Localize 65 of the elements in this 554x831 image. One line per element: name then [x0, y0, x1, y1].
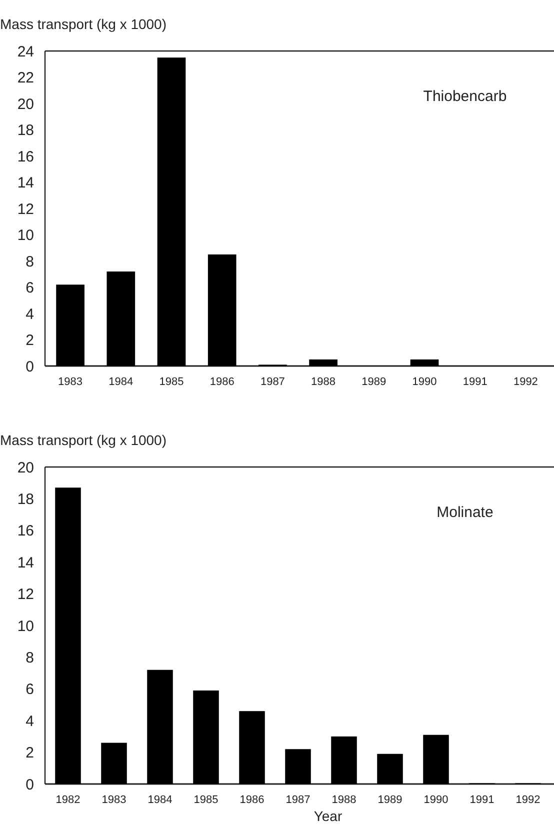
y-tick-label: 0 — [26, 358, 34, 376]
x-tick-label: 1988 — [332, 794, 356, 806]
bar — [239, 711, 265, 784]
y-tick-label: 6 — [26, 280, 34, 296]
x-tick-label: 1984 — [148, 794, 172, 806]
y-tick-label: 12 — [17, 200, 34, 218]
x-tick-label: 1983 — [58, 376, 83, 388]
x-tick-label: 1989 — [378, 794, 402, 806]
x-tick-label: 1986 — [210, 376, 234, 388]
x-tick-label: 1988 — [311, 376, 336, 388]
y-tick-label: 14 — [17, 554, 34, 572]
bar — [101, 742, 127, 784]
x-tick-label: 1992 — [513, 376, 538, 388]
y-tick-label: 6 — [26, 681, 34, 698]
x-tick-label: 1985 — [194, 794, 218, 806]
y-tick-label: 24 — [17, 43, 34, 60]
y-tick-label: 8 — [26, 253, 34, 270]
x-tick-label: 1983 — [102, 794, 126, 806]
x-tick-label: 1992 — [516, 794, 540, 806]
y-tick-label: 4 — [26, 712, 34, 730]
bar — [193, 690, 219, 784]
bar — [208, 254, 236, 366]
bar — [423, 734, 449, 784]
bar — [309, 359, 338, 366]
bar — [410, 359, 439, 366]
x-tick-label: 1990 — [412, 376, 437, 388]
bar — [55, 488, 81, 784]
x-tick-label: 1987 — [286, 794, 310, 806]
x-tick-label: 1989 — [362, 376, 386, 388]
x-tick-label: 1991 — [470, 794, 494, 806]
x-tick-label: 1985 — [159, 376, 184, 388]
y-tick-label: 20 — [17, 459, 34, 476]
y-tick-label: 10 — [17, 618, 34, 635]
x-tick-label: 1984 — [108, 376, 134, 388]
y-tick-label: 0 — [26, 776, 34, 794]
bar — [285, 749, 311, 784]
y-tick-label: 2 — [26, 744, 34, 762]
y-tick-label: 14 — [17, 174, 34, 192]
y-tick-label: 18 — [17, 490, 34, 508]
bar — [106, 272, 136, 366]
y-axis-title: Mass transport (kg x 1000) — [0, 16, 167, 32]
y-tick-label: 12 — [17, 586, 34, 604]
y-tick-label: 16 — [17, 148, 34, 166]
annotation: Molinate — [436, 504, 494, 521]
x-tick-label: 1990 — [424, 794, 448, 806]
x-tick-label: 1982 — [56, 794, 80, 806]
annotation: Thiobencarb — [423, 88, 507, 105]
bar — [147, 670, 173, 784]
x-tick-label: 1986 — [240, 794, 264, 806]
x-tick-label: 1991 — [462, 376, 488, 388]
y-tick-label: 18 — [17, 122, 34, 139]
y-tick-label: 20 — [17, 96, 34, 113]
x-axis-title: Year — [314, 808, 342, 824]
bar — [56, 284, 84, 366]
y-tick-label: 16 — [17, 522, 34, 540]
bar — [377, 754, 403, 784]
y-tick-label: 8 — [26, 649, 34, 666]
y-tick-label: 4 — [26, 306, 34, 323]
bar — [157, 58, 186, 366]
x-tick-label: 1987 — [260, 376, 285, 388]
y-axis-title: Mass transport (kg x 1000) — [0, 432, 167, 448]
y-tick-label: 10 — [17, 227, 34, 244]
y-tick-label: 22 — [17, 70, 34, 86]
y-tick-label: 2 — [26, 332, 34, 349]
bar — [331, 736, 357, 784]
